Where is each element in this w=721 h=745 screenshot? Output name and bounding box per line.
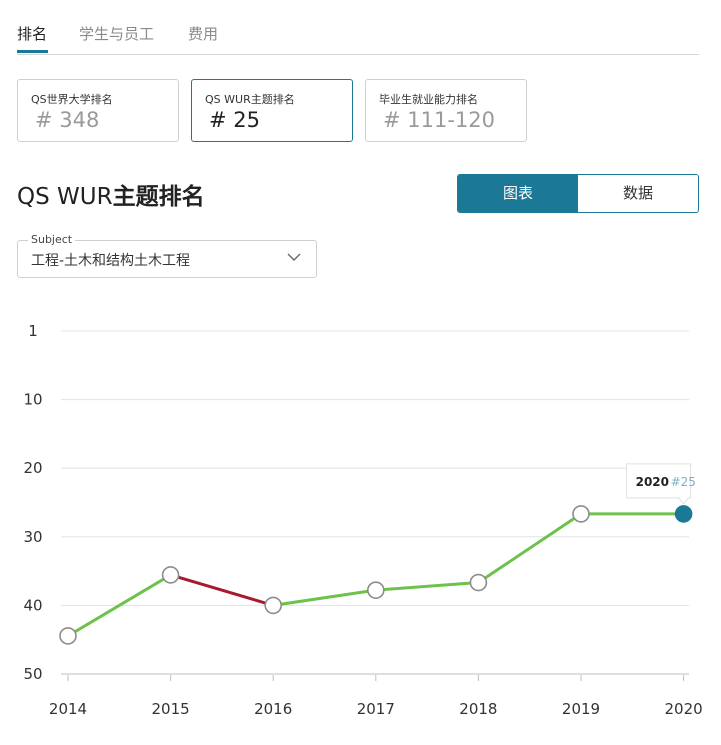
data-point <box>161 566 180 584</box>
card-employability-ranking[interactable]: 毕业生就业能力排名 # 111-120 <box>365 79 527 142</box>
card-subject-ranking[interactable]: QS WUR主题排名 # 25 <box>191 79 353 142</box>
tooltip-year: 2020 <box>636 475 669 489</box>
x-tick-label: 2018 <box>459 700 497 718</box>
data-view-button[interactable]: 数据 <box>578 175 698 212</box>
y-tick-label: 40 <box>23 596 42 614</box>
highlighted-data-point <box>674 505 693 523</box>
series-line-segment <box>271 588 378 607</box>
data-point <box>59 627 77 645</box>
data-point <box>366 581 385 599</box>
card-value: # 111-120 <box>383 108 496 132</box>
x-tick-label: 2019 <box>562 700 600 718</box>
series-line-segment <box>476 512 583 585</box>
card-value: # 348 <box>35 108 100 132</box>
y-tick-label: 10 <box>23 391 42 409</box>
view-toggle: 图表 数据 <box>457 174 699 213</box>
chevron-down-icon <box>287 253 301 261</box>
x-tick-label: 2014 <box>49 700 87 718</box>
x-tick-label: 2017 <box>357 700 395 718</box>
series-line-segment <box>66 573 173 638</box>
subject-select-legend: Subject <box>28 233 76 246</box>
series-line-segment <box>169 573 275 607</box>
tab-ranking[interactable]: 排名 <box>17 25 48 43</box>
x-tick-label: 2015 <box>152 700 190 718</box>
tab-fees[interactable]: 费用 <box>188 25 219 43</box>
tooltip-rank: #25 <box>671 475 696 489</box>
y-tick-label: 30 <box>23 528 42 546</box>
data-point <box>469 573 488 592</box>
card-caption: QS WUR主题排名 <box>205 93 295 106</box>
series-line-segment <box>374 581 480 592</box>
card-caption: QS世界大学排名 <box>31 93 113 106</box>
active-tab-indicator <box>17 50 48 53</box>
card-value: # 25 <box>209 108 260 132</box>
card-world-ranking[interactable]: QS世界大学排名 # 348 <box>17 79 179 142</box>
data-point <box>264 596 283 615</box>
x-tick-label: 2016 <box>254 700 292 718</box>
data-point <box>572 505 590 523</box>
card-caption: 毕业生就业能力排名 <box>379 93 478 106</box>
tooltip-box <box>626 463 692 505</box>
rank-line-chart: 1 10 20 30 40 50 2014 2015 2016 2017 2018 2019 2020 2… <box>23 322 703 718</box>
subject-select[interactable]: Subject 工程-土木和结构土木工程 <box>17 233 317 278</box>
y-tick-label: 1 <box>28 322 38 340</box>
section-title: QS WUR主题排名 <box>17 177 205 211</box>
chart-view-button[interactable]: 图表 <box>458 175 578 212</box>
y-tick-label: 50 <box>23 665 42 683</box>
x-tick-label: 2020 <box>665 700 703 718</box>
y-tick-label: 20 <box>23 459 42 477</box>
section-title-bold: 主题排名 <box>112 184 205 210</box>
section-title-prefix: QS WUR <box>17 184 113 210</box>
tab-students-staff[interactable]: 学生与员工 <box>79 25 155 43</box>
top-tab-bar: 排名 学生与员工 费用 <box>17 0 699 55</box>
subject-select-value: 工程-土木和结构土木工程 <box>31 253 191 269</box>
